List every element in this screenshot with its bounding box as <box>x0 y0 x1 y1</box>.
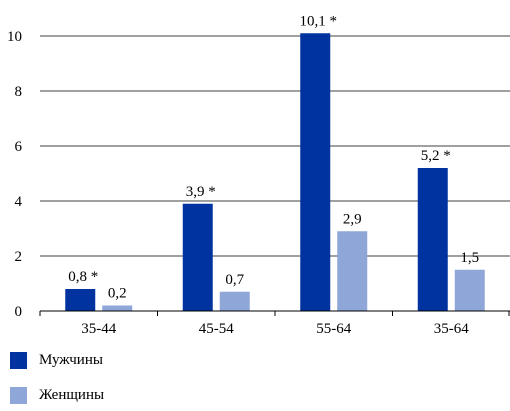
y-tick-label: 4 <box>15 194 23 210</box>
legend-label-men: Мужчины <box>39 351 103 368</box>
x-axis: 35-44 45-54 55-64 35-64 <box>39 310 510 337</box>
legend-item-women: Женщины <box>10 385 104 405</box>
bar-women <box>337 231 368 311</box>
data-label: 5,2 * <box>421 148 451 164</box>
y-tick-label: 10 <box>7 29 22 45</box>
legend-item-men: Мужчины <box>10 350 103 370</box>
x-category-label: 35-64 <box>434 321 469 337</box>
data-label: 2,9 <box>343 211 362 227</box>
bar-chart: 0 2 4 6 8 10 0,8 * 0,2 3,9 * 0,7 10,1 * 2,9 5,2 * 1,… <box>7 13 510 337</box>
bar-women <box>454 269 485 311</box>
legend-label-women: Женщины <box>39 386 105 403</box>
y-tick-label: 2 <box>15 249 23 265</box>
bar-men <box>417 168 448 311</box>
x-category-label: 55-64 <box>316 321 351 337</box>
data-label: 0,8 * <box>68 269 98 285</box>
y-tick-label: 8 <box>15 84 23 100</box>
legend-swatch-men <box>10 351 27 369</box>
data-label: 3,9 * <box>186 184 216 200</box>
bar-men <box>300 33 331 311</box>
x-category-label: 45-54 <box>199 321 234 337</box>
data-labels: 0,8 * 0,2 3,9 * 0,7 10,1 * 2,9 5,2 * 1,5 <box>68 13 479 301</box>
bar-men <box>65 289 96 311</box>
bar-men <box>182 203 213 311</box>
y-tick-label: 0 <box>15 304 23 320</box>
x-category-label: 35-44 <box>81 321 116 337</box>
legend-swatch-women <box>10 386 27 404</box>
data-label: 0,2 <box>108 286 127 302</box>
y-axis-ticks: 0 2 4 6 8 10 <box>7 29 23 320</box>
data-label: 10,1 * <box>300 13 338 29</box>
data-label: 0,7 <box>225 272 244 288</box>
bar-women <box>219 291 250 311</box>
bars <box>65 33 485 311</box>
y-tick-label: 6 <box>15 139 23 155</box>
bar-women <box>102 305 133 311</box>
data-label: 1,5 <box>460 250 479 266</box>
